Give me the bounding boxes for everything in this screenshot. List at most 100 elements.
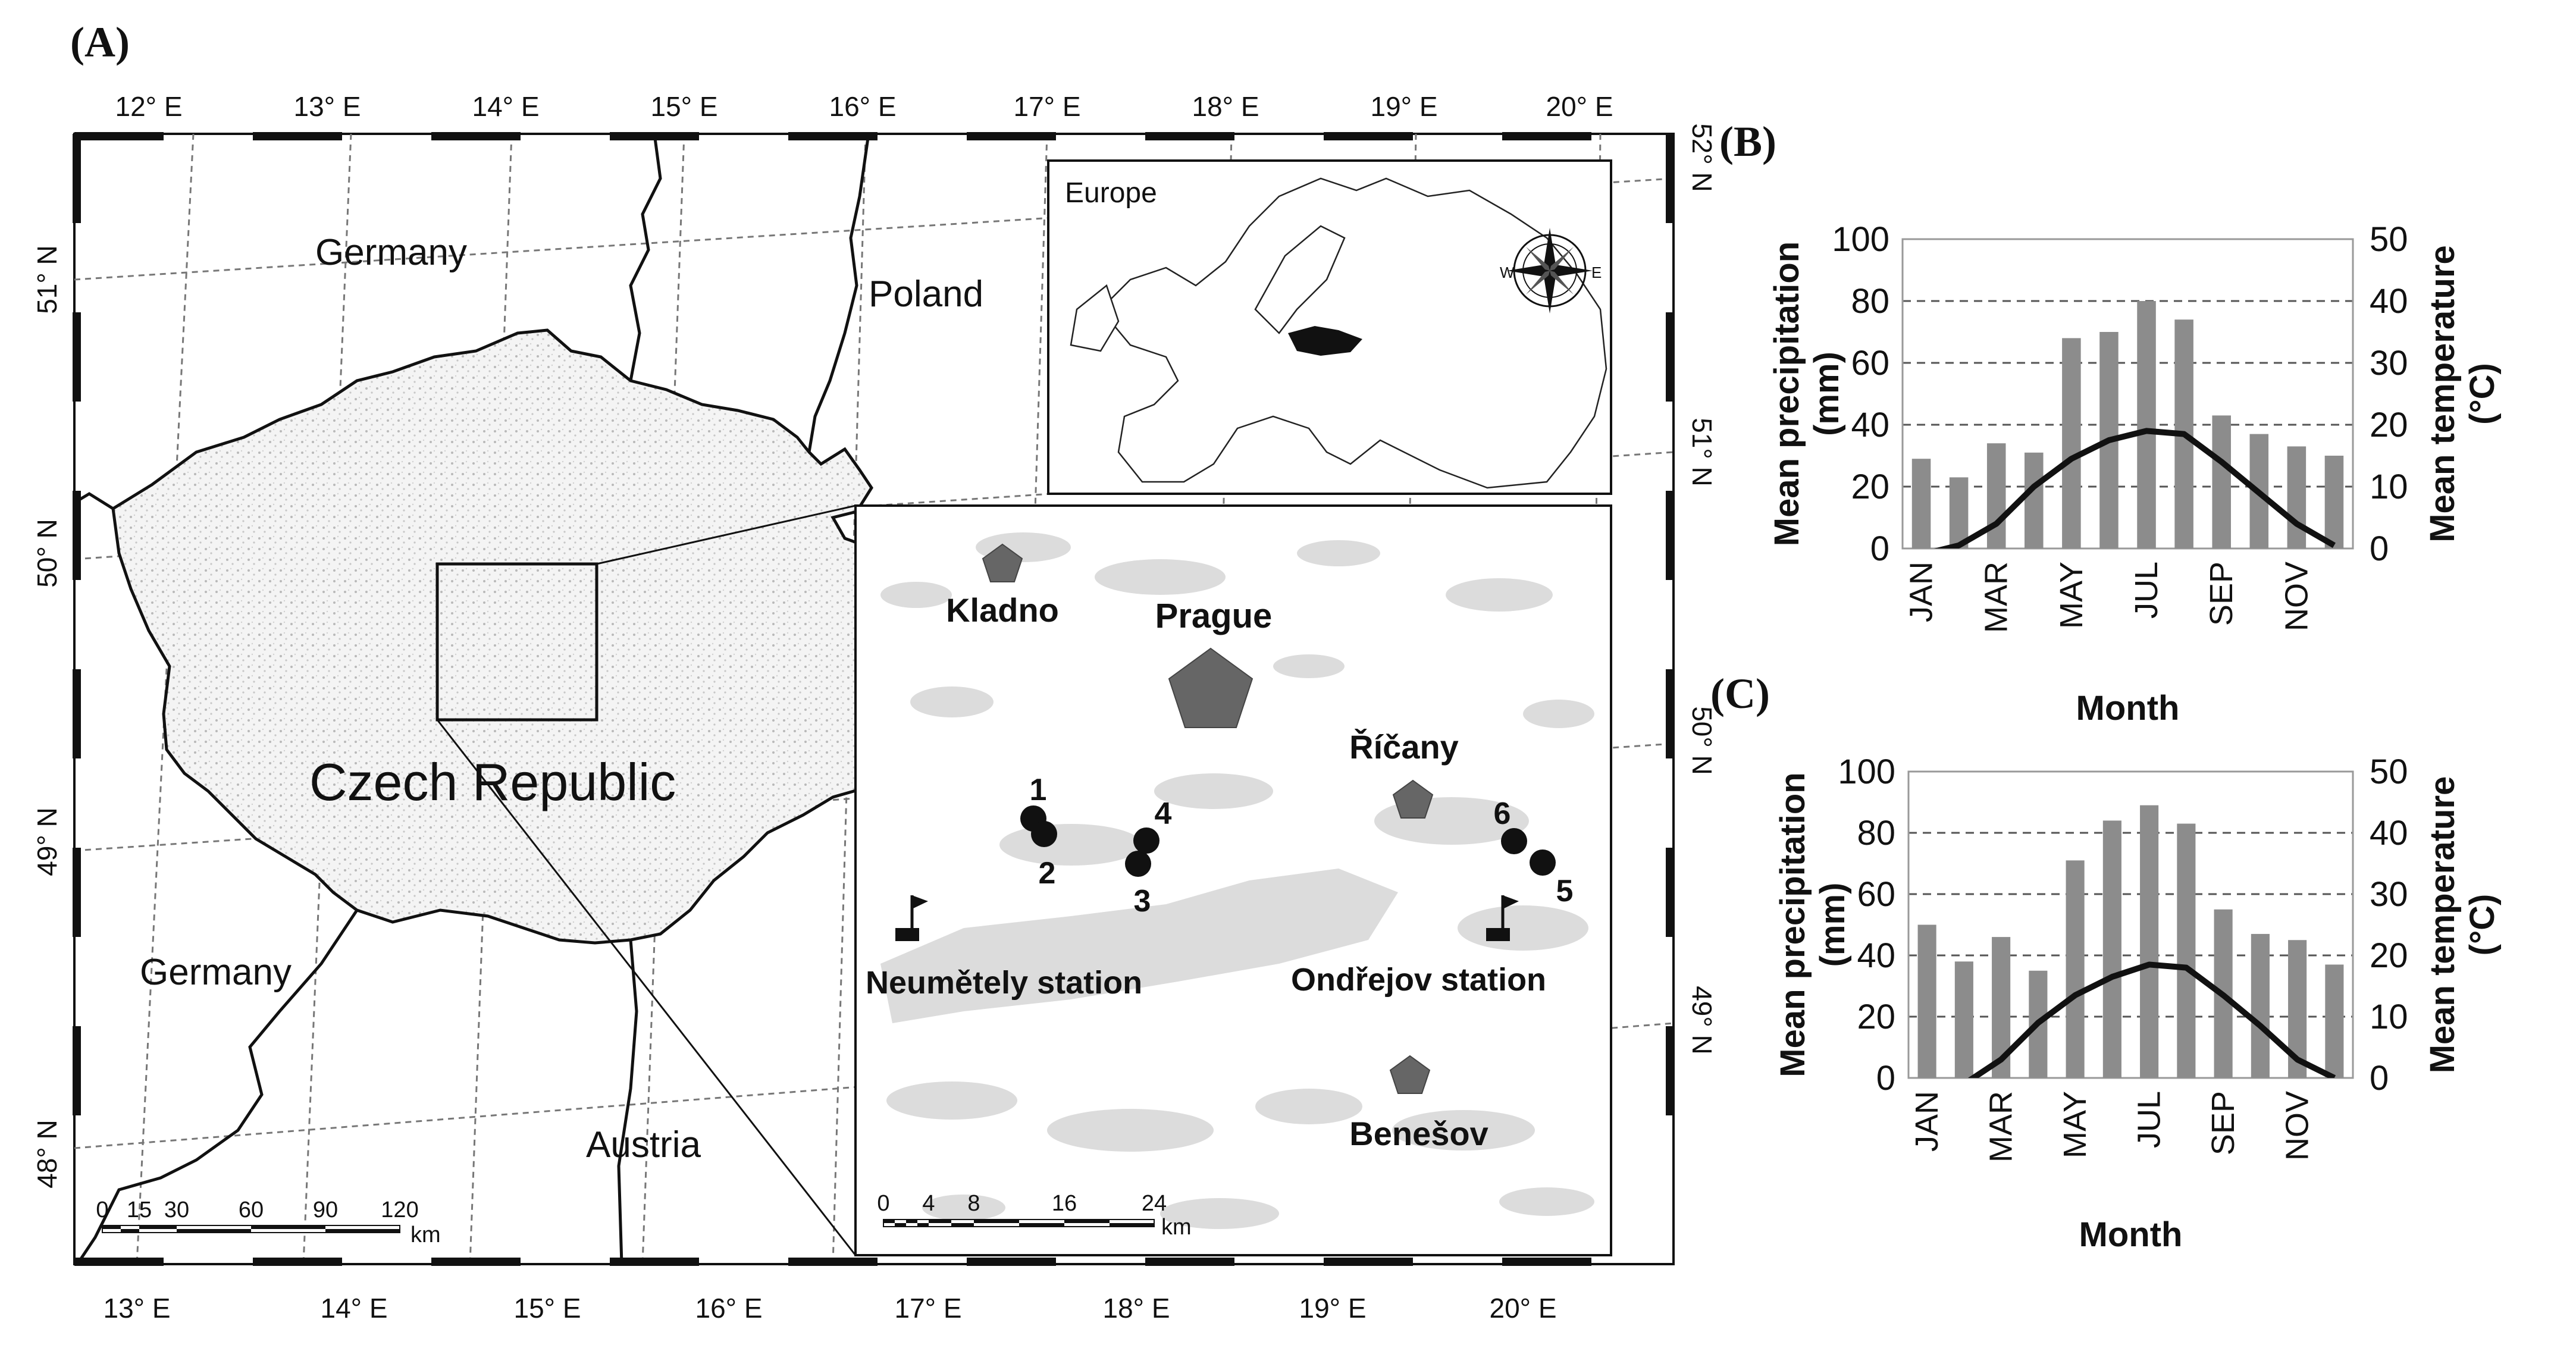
chart-c-xtick-may: MAY (2057, 1091, 2093, 1158)
lon-bottom-6: 19° E (1299, 1293, 1366, 1324)
chart-b-xtick-mar: MAR (1979, 562, 2014, 633)
chart-c-y2label-line2: (°C) (2463, 894, 2502, 956)
label-poland: Poland (869, 274, 983, 315)
flag-icon-neumetely (895, 895, 928, 941)
chart-b-ytick-4: 80 (1851, 282, 1889, 321)
chart-b-ytick-5: 100 (1832, 220, 1889, 259)
city-marker-ricany (1392, 779, 1434, 819)
city-label-benesov: Benešov (1349, 1115, 1488, 1152)
scale-zoom-tick-0: 0 (877, 1191, 889, 1216)
scale-zoom-unit: km (1161, 1215, 1192, 1240)
scale-main-tick-0: 0 (96, 1197, 108, 1222)
lat-right-2: 50° N (1687, 706, 1718, 775)
city-label-prague: Prague (1155, 597, 1273, 635)
chart-c-bar-jan (1917, 924, 1936, 1078)
chart-c-y2tick-3: 30 (2370, 875, 2408, 914)
chart-b-ylabel-line2: (mm) (1807, 352, 1846, 436)
chart-b-bar-feb (1949, 477, 1969, 548)
chart-b-y2label-line2: (°C) (2463, 363, 2502, 425)
panel-a: (A) (32, 18, 1718, 1324)
chart-c-ytick-0: 0 (1876, 1059, 1895, 1098)
chart-c-plot-frame (1907, 770, 2354, 1079)
site-marker-5 (1530, 849, 1556, 876)
chart-b-xtick-may: MAY (2054, 562, 2089, 629)
flag-icon-ondrejov (1486, 895, 1519, 941)
lon-top-7: 19° E (1370, 91, 1437, 122)
chart-b-bar-sep (2212, 415, 2231, 548)
zoom-connector-top (596, 504, 856, 565)
chart-b-ylabel-line1: Mean precipitation (1768, 242, 1806, 546)
chart-b-ytick-1: 20 (1851, 468, 1889, 506)
chart-c-ylabel-line1: Mean precipitation (1773, 772, 1812, 1077)
lat-right-0: 52° N (1687, 123, 1718, 192)
chart-b-xlabel: Month (2076, 689, 2180, 728)
site-marker-2 (1031, 821, 1057, 847)
chart-b-y2tick-1: 10 (2370, 468, 2408, 506)
panel-a-label: (A) (70, 18, 130, 66)
chart-c-y2tick-4: 40 (2370, 814, 2408, 852)
lat-left-2: 49° N (32, 807, 62, 876)
scale-main-tick-2: 30 (164, 1197, 189, 1222)
chart-c-bar-feb (1954, 961, 1973, 1078)
city-marker-benesov (1389, 1055, 1431, 1094)
site-label-4: 4 (1155, 797, 1172, 831)
chart-b-y2tick-0: 0 (2370, 529, 2389, 568)
chart-c-xtick-sep: SEP (2205, 1091, 2241, 1155)
lat-left-0: 51° N (32, 245, 62, 314)
lon-top-6: 18° E (1192, 91, 1259, 122)
lon-top-2: 14° E (472, 91, 539, 122)
chart-b-bar-jul (2137, 301, 2156, 548)
study-area-box (435, 562, 598, 722)
scale-main-tick-1: 15 (127, 1197, 152, 1222)
compass-west: W (1500, 264, 1515, 281)
site-label-5: 5 (1556, 874, 1574, 908)
lon-top-5: 17° E (1013, 91, 1080, 122)
scale-main-tick-3: 60 (239, 1197, 264, 1222)
chart-c-y2tick-1: 10 (2370, 998, 2408, 1036)
lon-bottom-1: 14° E (320, 1293, 387, 1324)
chart-c-y2label-line1: Mean temperature (2423, 776, 2462, 1074)
lon-bottom-2: 15° E (513, 1293, 581, 1324)
chart-b-ytick-3: 60 (1851, 344, 1889, 383)
site-label-2: 2 (1039, 856, 1056, 891)
chart-c-bar-may (2066, 860, 2085, 1078)
chart-c-xtick-jan: JAN (1909, 1091, 1945, 1152)
chart-c-y2tick-5: 50 (2370, 753, 2408, 791)
city-label-kladno: Kladno (946, 591, 1059, 629)
chart-c-temperature-line (1967, 961, 2336, 1078)
city-label-ricany: Říčany (1349, 728, 1459, 766)
chart-c-xtick-mar: MAR (1983, 1091, 2019, 1162)
chart-b-ytick-0: 0 (1870, 529, 1889, 568)
lon-bottom-4: 17° E (894, 1293, 961, 1324)
chart-b-y2label-line1: Mean temperature (2423, 245, 2462, 543)
lat-left-1: 50° N (32, 519, 62, 588)
scale-zoom-tick-2: 8 (967, 1191, 980, 1216)
borders (74, 134, 870, 1264)
chart-c-ylabel-line2: (mm) (1813, 883, 1852, 967)
scale-main-tick-4: 90 (313, 1197, 338, 1222)
chart-c-bar-dec (2325, 964, 2344, 1078)
label-austria: Austria (586, 1124, 701, 1165)
lon-top-8: 20° E (1546, 91, 1613, 122)
scale-zoom-tick-4: 24 (1142, 1191, 1167, 1216)
chart-b-y2tick-2: 20 (2370, 406, 2408, 444)
chart-b-ytick-2: 40 (1851, 406, 1889, 444)
study-sites (1020, 805, 1556, 877)
chart-b-y2tick-4: 40 (2370, 282, 2408, 321)
site-marker-4 (1133, 827, 1159, 854)
chart-c-xlabel: Month (2079, 1215, 2183, 1254)
city-marker-kladno (982, 543, 1023, 582)
chart-c-xtick-nov: NOV (2280, 1091, 2315, 1161)
lon-top-4: 16° E (829, 91, 896, 122)
zoom-connector-bottom (436, 719, 857, 1256)
chart-b-xtick-jul: JUL (2129, 562, 2164, 619)
lon-bottom-5: 18° E (1102, 1293, 1170, 1324)
label-germany-north: Germany (315, 232, 467, 273)
map-body: Europe W E Germany (74, 134, 1674, 1264)
lat-left-3: 48° N (32, 1120, 62, 1189)
chart-b-bar-apr (2025, 452, 2044, 548)
compass-icon: W E (1500, 228, 1602, 314)
europe-label: Europe (1065, 177, 1157, 209)
lat-right-1: 51° N (1687, 418, 1718, 487)
